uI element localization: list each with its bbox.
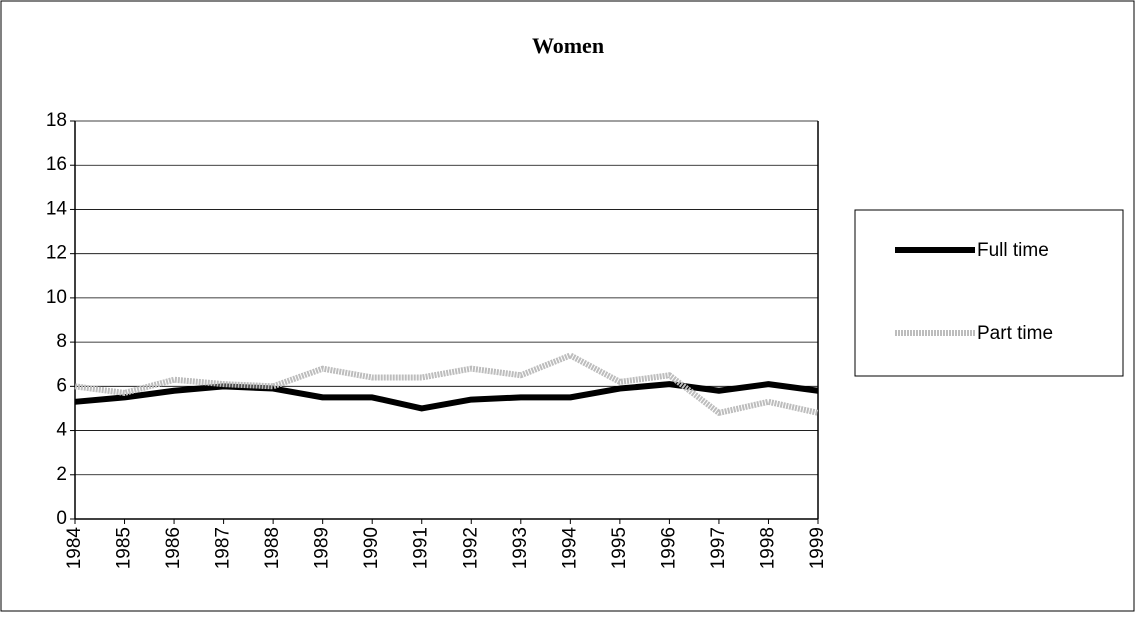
y-tick-label: 16 <box>46 154 67 175</box>
x-tick-label: 1986 <box>163 527 184 569</box>
x-tick-label: 1991 <box>411 527 432 569</box>
x-tick-label: 1993 <box>510 527 531 569</box>
y-tick-label: 12 <box>46 243 67 264</box>
y-tick-label: 4 <box>56 420 67 441</box>
legend-label: Full time <box>977 240 1049 261</box>
y-tick-label: 0 <box>56 508 67 529</box>
x-tick-label: 1999 <box>807 527 828 569</box>
x-tick-label: 1995 <box>609 527 630 569</box>
chart-title: Women <box>532 33 604 58</box>
x-tick-label: 1989 <box>312 527 333 569</box>
x-tick-label: 1997 <box>708 527 729 569</box>
legend-label: Part time <box>977 323 1053 344</box>
series-line <box>74 352 819 416</box>
y-tick-label: 18 <box>46 110 67 131</box>
x-tick-label: 1998 <box>757 527 778 569</box>
y-tick-label: 8 <box>56 331 67 352</box>
x-tick-label: 1988 <box>262 527 283 569</box>
x-tick-label: 1996 <box>658 527 679 569</box>
x-tick-label: 1987 <box>213 527 234 569</box>
y-tick-label: 2 <box>56 464 67 485</box>
y-tick-label: 14 <box>46 198 68 219</box>
x-tick-label: 1990 <box>361 527 382 569</box>
x-tick-label: 1985 <box>114 527 135 569</box>
y-tick-label: 10 <box>46 287 67 308</box>
legend-box <box>854 209 1124 377</box>
series-line <box>74 381 819 412</box>
x-tick-label: 1994 <box>559 527 580 570</box>
y-tick-label: 6 <box>56 375 67 396</box>
x-tick-label: 1984 <box>64 527 85 570</box>
x-tick-label: 1992 <box>460 527 481 569</box>
